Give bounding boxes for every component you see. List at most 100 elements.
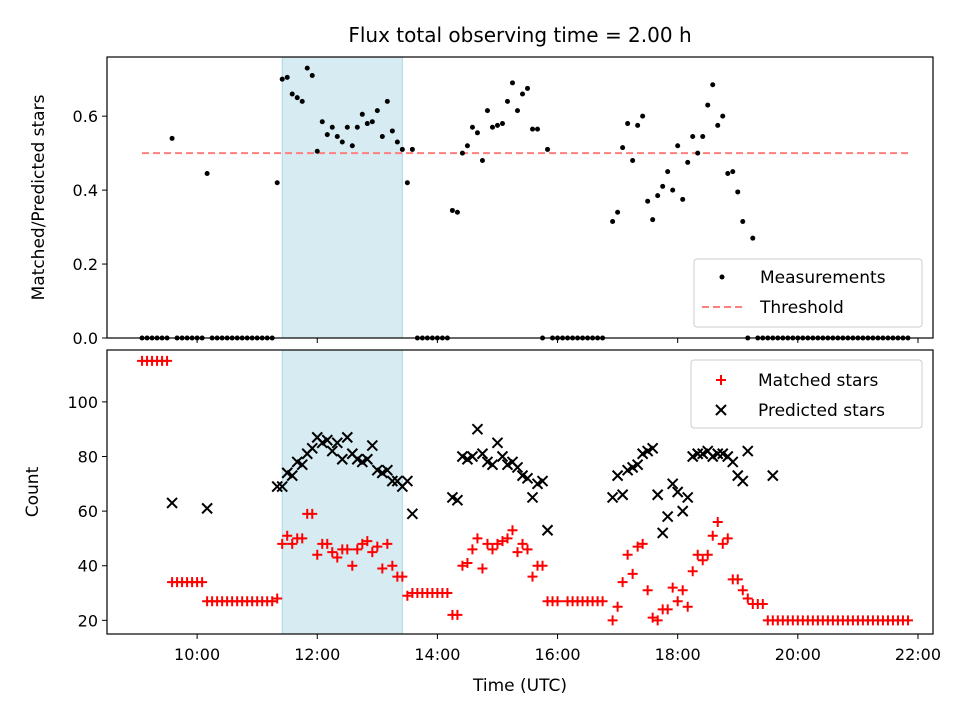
matched-star-point (487, 544, 498, 555)
bottom-y-tick-label: 100 (67, 393, 98, 412)
x-tick-label: 22:00 (895, 645, 941, 664)
matched-star-point (397, 571, 408, 582)
measurement-point (750, 235, 756, 241)
matched-star-point (382, 538, 393, 549)
measurement-point (469, 124, 475, 130)
measurement-point (489, 124, 495, 130)
measurement-point (545, 146, 551, 152)
matched-star-point (622, 549, 633, 560)
measurement-point (514, 108, 520, 114)
predicted-star-point (692, 448, 704, 460)
predicted-star-point (296, 458, 308, 471)
measurement-point (710, 82, 716, 88)
matched-star-point (667, 582, 678, 593)
bottom-legend-predicted-label: Predicted stars (758, 401, 885, 421)
matched-star-point (607, 615, 618, 626)
measurement-point (399, 146, 405, 152)
measurement-point (700, 133, 706, 139)
measurement-point (474, 130, 480, 136)
matched-star-point (507, 525, 518, 536)
matched-star-point (692, 549, 703, 560)
bottom-y-tick-label: 20 (78, 611, 98, 630)
predicted-star-point (201, 502, 213, 515)
measurement-point (685, 159, 691, 165)
top-legend-measurements-label: Measurements (760, 268, 886, 288)
x-tick-label: 20:00 (775, 645, 821, 664)
measurement-point (509, 80, 515, 86)
predicted-star-point (496, 450, 509, 463)
predicted-star-point (606, 491, 619, 504)
predicted-star-point (631, 458, 644, 471)
measurement-point (349, 143, 355, 149)
measurement-point (479, 158, 485, 164)
predicted-star-point (336, 453, 348, 465)
measurement-point (299, 98, 305, 104)
bottom-highlight-span (281, 349, 403, 635)
matched-star-point (497, 536, 508, 547)
measurement-point (640, 113, 646, 119)
top-legend-measurements-marker (719, 274, 725, 280)
predicted-star-point (491, 437, 504, 449)
figure-title: Flux total observing time = 2.00 h (348, 23, 691, 47)
predicted-star-point (651, 489, 664, 501)
measurement-point (319, 119, 325, 125)
top-y-tick-label: 0.4 (73, 181, 98, 200)
matched-star-point (702, 549, 713, 560)
measurement-point (384, 98, 390, 104)
measurement-point (615, 209, 621, 215)
measurement-point (650, 217, 656, 223)
measurement-point (344, 124, 350, 130)
measurement-point (725, 170, 731, 176)
predicted-star-point (541, 524, 554, 536)
predicted-star-point (341, 431, 353, 444)
measurement-point (494, 122, 500, 128)
matched-star-point (277, 538, 288, 549)
matched-star-point (162, 355, 173, 366)
matched-star-point (322, 538, 333, 549)
measurement-point (484, 108, 490, 114)
matched-star-point (902, 615, 913, 626)
measurement-point (645, 198, 651, 204)
top-y-tick-label: 0.0 (73, 329, 98, 348)
measurement-point (625, 121, 631, 127)
measurement-point (274, 180, 280, 186)
measurement-point (715, 122, 721, 128)
predicted-star-point (386, 475, 399, 487)
matched-star-point (472, 533, 483, 544)
matched-star-point (197, 577, 208, 588)
measurement-point (695, 150, 701, 156)
matched-star-point (527, 571, 538, 582)
top-legend-threshold-label: Threshold (759, 298, 844, 318)
measurement-point (359, 111, 365, 117)
matched-star-point (627, 568, 638, 579)
measurement-point (449, 207, 455, 213)
matched-star-point (442, 588, 453, 599)
x-tick-label: 14:00 (414, 645, 460, 664)
matched-star-point (717, 538, 728, 549)
predicted-star-point (737, 475, 749, 487)
matched-star-point (362, 536, 373, 547)
matched-star-point (357, 538, 368, 549)
matched-star-point (742, 593, 753, 604)
measurement-point (389, 128, 395, 134)
predicted-star-point (361, 453, 374, 465)
matched-star-point (617, 577, 628, 588)
measurement-point (504, 98, 510, 104)
matched-star-point (522, 544, 533, 555)
matched-star-point (482, 538, 493, 549)
matched-star-point (467, 544, 478, 555)
predicted-star-point (321, 434, 333, 446)
measurement-point (525, 85, 531, 91)
predicted-star-point (767, 469, 779, 482)
matched-star-point (732, 574, 743, 585)
matched-star-point (332, 552, 343, 563)
matched-star-point (342, 544, 353, 555)
top-panel: 0.0 0.2 0.4 0.6 Matched/Predicted stars Mea… (29, 56, 934, 348)
predicted-star-point (166, 497, 178, 509)
measurement-point (620, 145, 626, 151)
bottom-y-axis-label: Count (23, 466, 43, 517)
x-axis-label: Time (UTC) (472, 676, 567, 696)
measurement-point (294, 95, 300, 101)
matched-star-point (722, 533, 733, 544)
matched-star-point (637, 538, 648, 549)
